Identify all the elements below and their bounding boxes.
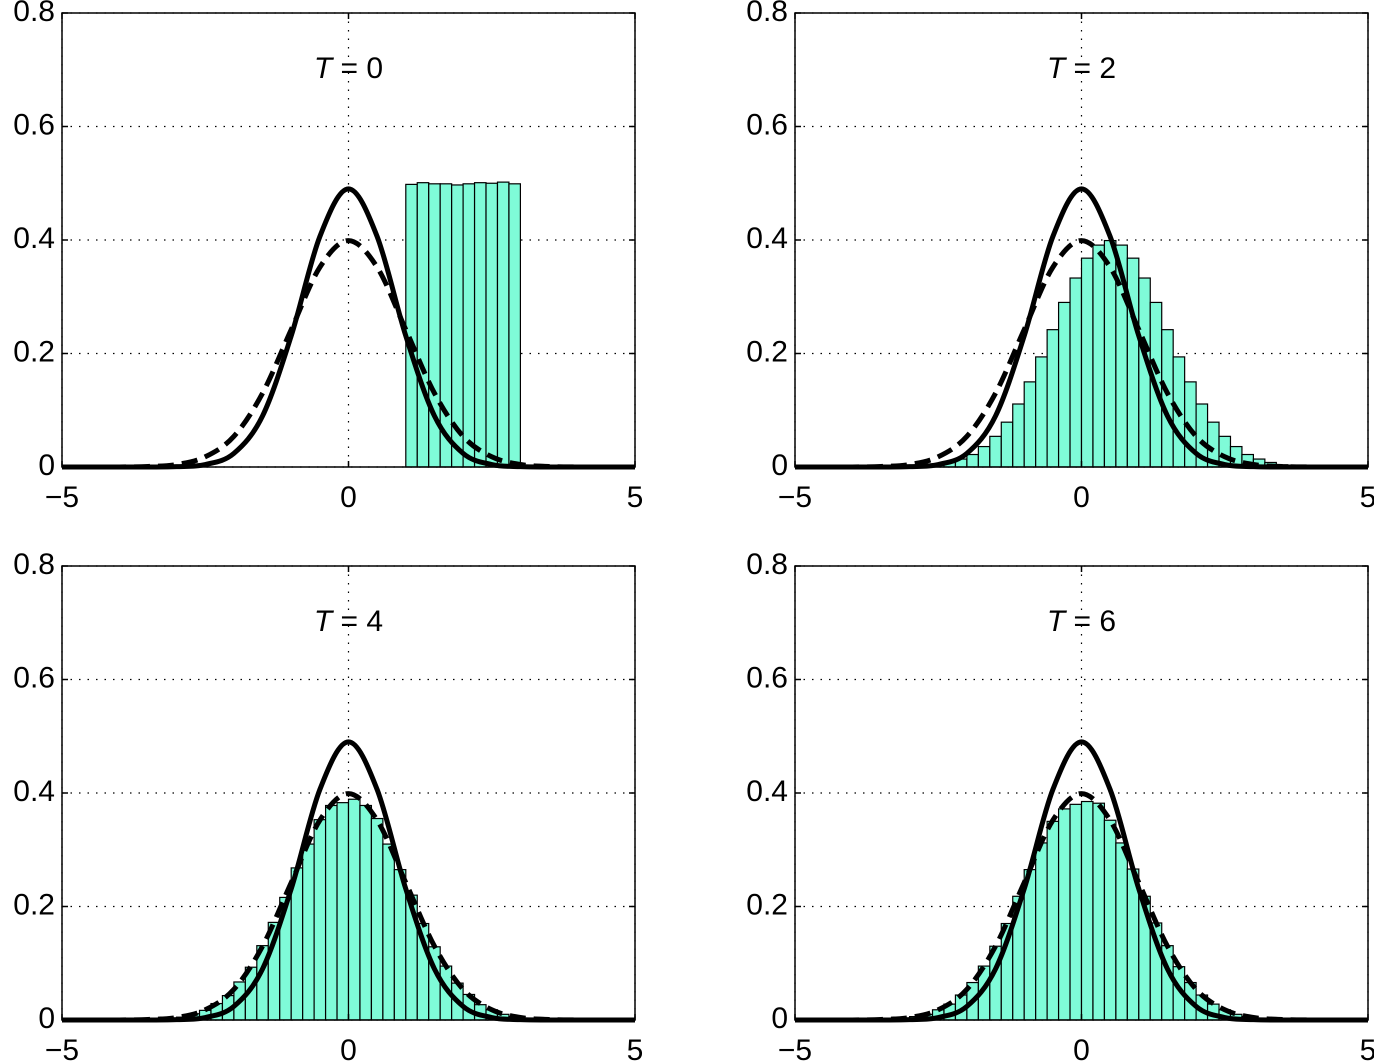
histogram-bar	[1092, 802, 1106, 1021]
y-tick-label: 0.4	[746, 775, 788, 808]
x-tick-label: 0	[1073, 481, 1090, 514]
histogram-bar	[1069, 803, 1083, 1021]
histogram-bar	[473, 182, 487, 468]
x-tick-label: 5	[627, 1034, 644, 1062]
x-tick-label: 0	[340, 1034, 357, 1062]
x-tick-label: 0	[340, 481, 357, 514]
histogram-bar	[1080, 800, 1094, 1021]
histogram-bar	[1069, 277, 1083, 468]
y-tick-label: 0.2	[746, 335, 788, 368]
subplot-title: T = 0	[314, 52, 383, 85]
y-tick-label: 0.6	[13, 661, 55, 694]
y-tick-label: 0.8	[13, 0, 55, 28]
histogram-bar	[1161, 329, 1174, 468]
histogram-bar	[989, 435, 1002, 468]
y-tick-label: 0.2	[13, 335, 55, 368]
subplot: 00.20.40.60.8−5 0 5T = 2	[746, 0, 1374, 514]
dashed-curve	[61, 238, 636, 470]
histogram-bar	[1023, 381, 1037, 468]
subplot-title: T = 2	[1047, 52, 1116, 85]
histogram-bar	[462, 183, 476, 468]
histogram-bar	[485, 182, 499, 468]
x-tick-label: 5	[627, 481, 644, 514]
y-tick-label: 0.2	[13, 888, 55, 921]
histogram-bar	[496, 181, 510, 468]
subplot: 00.20.40.60.8−5 0 5T = 0	[13, 0, 643, 514]
y-tick-label: 0.8	[746, 548, 788, 581]
y-tick-label: 0.2	[746, 888, 788, 921]
dashed-curve	[61, 791, 636, 1023]
histogram-bar	[359, 804, 373, 1021]
dashed-curve	[794, 238, 1369, 470]
histogram-bar	[1046, 329, 1060, 468]
histogram-bar	[1035, 356, 1048, 468]
histogram-bar	[1080, 257, 1094, 468]
y-tick-label: 0.8	[746, 0, 788, 28]
subplot: 00.20.40.60.8−5 0 5T = 4	[13, 548, 643, 1062]
histogram-bar	[1103, 819, 1117, 1021]
histogram-bar	[1035, 842, 1048, 1021]
y-tick-label: 0.6	[746, 108, 788, 141]
dashed-curve	[794, 791, 1369, 1023]
histogram-bar	[1000, 421, 1014, 468]
histogram-bar	[1023, 869, 1037, 1021]
y-tick-label: 0.4	[746, 222, 788, 255]
histogram-bar	[1057, 301, 1071, 468]
y-tick-label: 0	[38, 449, 55, 482]
histogram-bar	[370, 817, 384, 1021]
subplot-title: T = 4	[314, 605, 383, 638]
histogram-bar	[324, 804, 338, 1021]
histogram-bar	[966, 453, 979, 468]
y-tick-label: 0.6	[746, 661, 788, 694]
histogram-bar	[1057, 808, 1071, 1021]
histogram-bar	[1092, 244, 1106, 468]
subplot-title: T = 6	[1047, 605, 1116, 638]
histogram-bar	[1115, 842, 1128, 1021]
histogram-bar	[1046, 820, 1060, 1021]
y-tick-label: 0.6	[13, 108, 55, 141]
x-tick-label: −5	[778, 1034, 812, 1062]
histogram-bar	[313, 819, 327, 1021]
histogram-bar	[405, 183, 418, 468]
histogram-bar	[393, 869, 407, 1021]
x-tick-label: −5	[45, 481, 79, 514]
x-tick-label: −5	[45, 1034, 79, 1062]
subplot: 00.20.40.60.8−5 0 5T = 6	[746, 548, 1374, 1062]
y-tick-label: 0	[38, 1002, 55, 1035]
histogram-bar	[336, 802, 350, 1021]
y-tick-label: 0	[771, 1002, 788, 1035]
x-tick-label: 5	[1360, 1034, 1374, 1062]
y-tick-label: 0.4	[13, 222, 55, 255]
y-tick-label: 0	[771, 449, 788, 482]
histogram-bar	[382, 843, 395, 1021]
histogram-bar	[347, 798, 361, 1021]
histogram-bar	[1126, 257, 1140, 468]
x-tick-label: 5	[1360, 481, 1374, 514]
histogram-bar	[508, 183, 522, 468]
x-tick-label: 0	[1073, 1034, 1090, 1062]
histogram-bar	[416, 182, 430, 468]
y-tick-label: 0.8	[13, 548, 55, 581]
histogram-bar	[977, 445, 991, 468]
y-tick-label: 0.4	[13, 775, 55, 808]
x-tick-label: −5	[778, 481, 812, 514]
histogram-bar	[1012, 403, 1025, 468]
histogram-bar	[302, 843, 315, 1021]
